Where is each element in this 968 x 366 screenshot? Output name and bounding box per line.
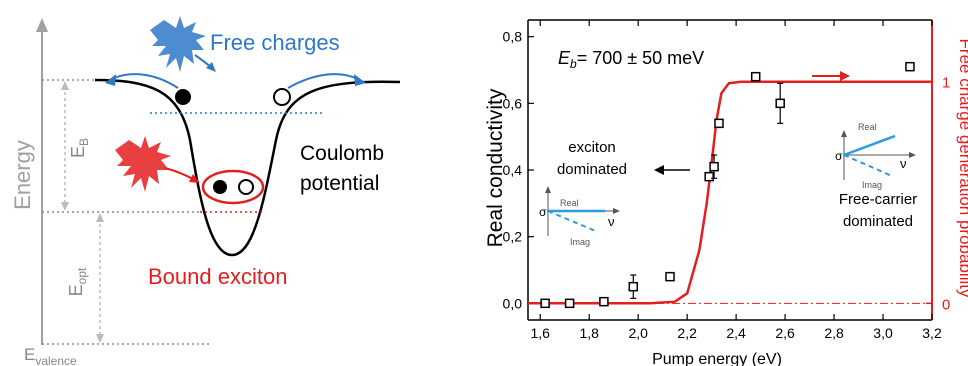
coulomb-potential-curve	[94, 78, 401, 257]
x-tick-label: 1,6	[531, 325, 551, 341]
data-point	[709, 161, 719, 172]
x-tick-label: 2,0	[628, 325, 648, 341]
svg-text:σ: σ	[539, 205, 547, 219]
y-tick-label: 0,0	[503, 295, 523, 311]
free-arrow-left-head	[105, 74, 116, 86]
y-tick-label: 0,6	[503, 95, 523, 111]
x-axis-title: Pump energy (eV)	[652, 351, 782, 366]
bound-exciton-ellipse	[201, 169, 265, 205]
bound-exciton-label: Bound exciton	[148, 264, 287, 289]
data-point	[905, 61, 915, 72]
free-arrow-right-head	[354, 74, 366, 86]
eb-label: EB	[68, 138, 91, 158]
svg-text:Real: Real	[560, 198, 579, 208]
y-tick-label: 0,2	[503, 229, 523, 245]
energy-axis-label: Energy	[10, 140, 35, 210]
left-panel-diagram: Energy EB Eopt Evalence	[10, 16, 401, 366]
x-tick-label: 2,2	[677, 325, 697, 341]
eopt-arrow-top	[96, 213, 104, 222]
svg-text:Imag: Imag	[570, 237, 590, 247]
eopt-label: Eopt	[66, 267, 89, 296]
free-hole	[273, 88, 291, 106]
evalence-label: Evalence	[24, 345, 77, 366]
y-tick-label: 0,8	[503, 29, 523, 45]
blue-photon-icon	[150, 16, 216, 72]
data-point	[564, 298, 575, 309]
right-tick-label: 1	[942, 75, 950, 92]
data-point	[628, 281, 639, 292]
exciton-dominated-line2: dominated	[557, 161, 627, 178]
data-point	[599, 296, 609, 307]
svg-text:σ: σ	[835, 149, 843, 163]
svg-text:ν: ν	[900, 156, 907, 171]
free-charges-label: Free charges	[210, 30, 340, 55]
x-tick-label: 2,4	[726, 325, 746, 341]
data-point	[704, 171, 714, 182]
x-tick-label: 3,2	[922, 325, 942, 341]
svg-text:Real: Real	[858, 122, 877, 132]
eb-arrow-top	[61, 81, 69, 90]
exciton-dominated-line1: exciton	[568, 139, 616, 156]
y-tick-label: 0,4	[503, 162, 523, 178]
data-point	[540, 298, 550, 309]
coulomb-label-line2: potential	[300, 172, 379, 195]
eb-annotation: Eb= 700 ± 50 meV	[558, 48, 704, 71]
bound-electron	[213, 180, 227, 194]
energy-axis-arrowhead	[36, 18, 48, 32]
left-pointing-arrow-head	[654, 165, 664, 175]
data-point	[750, 71, 761, 82]
free-arrow-right	[287, 73, 361, 89]
y-axis-title: Real conductivity	[484, 88, 507, 247]
eb-arrow-bottom	[61, 202, 69, 211]
x-tick-label: 2,8	[824, 325, 844, 341]
x-tick-label: 2,6	[775, 325, 795, 341]
data-point	[714, 118, 724, 129]
chart-layer: 1,6 1,8 2,0 2,2 2,4 2,6 2,8 3,0 3,2 0,0 0,2 0,4 0,6 0…	[503, 19, 950, 341]
right-axis-title: Free charge generation probability	[956, 39, 968, 298]
inset-exciton: Real Imag σ ν	[539, 186, 620, 247]
data-point	[775, 98, 785, 109]
conductivity-chart: 1,6 1,8 2,0 2,2 2,4 2,6 2,8 3,0 3,2 0,0 0,2 0,4 0,6 0…	[484, 19, 968, 366]
free-electron	[175, 89, 191, 105]
red-photon-icon	[115, 136, 200, 192]
x-tick-label: 3,0	[873, 325, 893, 341]
coulomb-label-line1: Coulomb	[300, 142, 384, 165]
bound-hole	[238, 179, 254, 195]
free-carrier-line2: dominated	[843, 213, 913, 230]
svg-text:Imag: Imag	[862, 180, 882, 190]
right-tick-label: 0	[942, 296, 950, 313]
right-pointing-arrow-head	[840, 71, 850, 81]
free-carrier-line1: Free-carrier	[839, 191, 917, 208]
fit-curve	[528, 80, 932, 305]
data-point	[665, 271, 675, 282]
eopt-arrow-bottom	[96, 334, 104, 343]
inset-free-carrier: Real Imag σ ν	[835, 122, 916, 190]
svg-text:ν: ν	[608, 214, 615, 229]
x-tick-label: 1,8	[579, 325, 599, 341]
